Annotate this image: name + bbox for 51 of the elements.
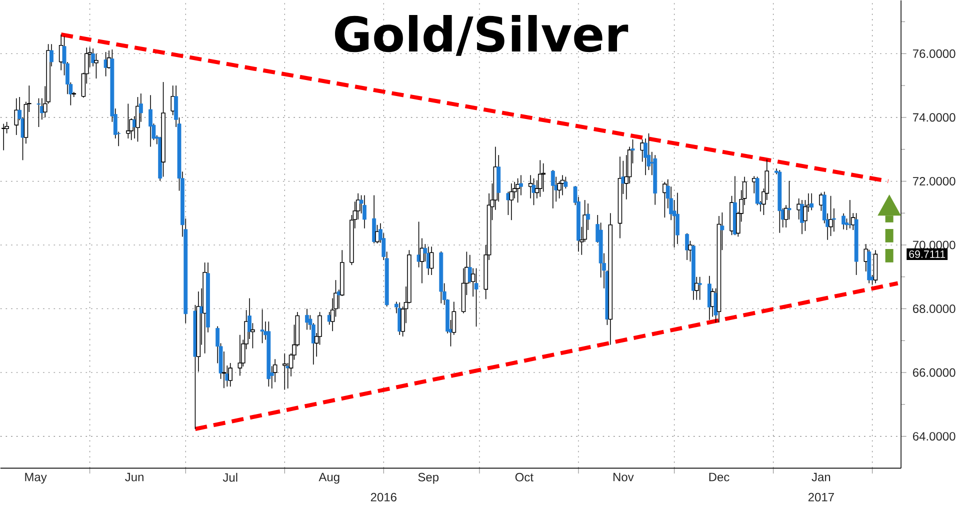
x2-tick-label: 2016: [370, 492, 396, 502]
candlestick: [282, 352, 287, 390]
candlestick: [532, 178, 536, 206]
x-tick-label: Oct: [515, 472, 534, 482]
candlestick: [685, 232, 690, 260]
candlestick: [694, 276, 699, 300]
x-tick-label: Aug: [318, 472, 340, 484]
candlestick: [516, 178, 520, 203]
x-tick-label: Jan: [812, 472, 830, 482]
candlestick: [474, 268, 478, 327]
candlestick: [644, 138, 648, 176]
y-tick-label: 68.0000: [913, 304, 956, 313]
candlestick: [676, 192, 680, 244]
candlestick: [148, 94, 152, 148]
candlestick: [14, 98, 19, 136]
chart-title: Gold/Silver: [335, 14, 628, 56]
candlestick: [810, 192, 814, 211]
candlestick: [372, 194, 376, 244]
y-tick-label: 72.0000: [913, 176, 956, 186]
candlestick: [228, 362, 233, 387]
candlestick: [429, 246, 434, 276]
x-tick-label: May: [25, 472, 47, 484]
candlestick: [538, 160, 542, 198]
candlestick: [126, 103, 130, 139]
candlestick: [509, 182, 514, 220]
candlestick: [787, 180, 792, 220]
x-tick-label: Jul: [222, 472, 238, 482]
y-tick-label: 64.0000: [913, 432, 956, 440]
x-tick-label: Sep: [418, 472, 439, 484]
candlestick: [260, 308, 264, 344]
text: 69.7111: [909, 250, 946, 258]
candlestick: [36, 98, 41, 128]
y-tick-label: 66.0000: [913, 368, 956, 377]
candlestick: [238, 334, 242, 376]
candlestick: [250, 322, 255, 349]
y-tick-label: 74.0000: [913, 113, 956, 122]
candlestick: [828, 195, 833, 236]
candlestick: [222, 350, 226, 388]
candlestick: [698, 276, 702, 300]
candlestick: [416, 221, 421, 268]
candlestick: [104, 52, 108, 77]
x-tick-label: Nov: [613, 472, 634, 482]
candlestick: [136, 96, 140, 142]
candlestick: [305, 308, 309, 330]
x-tick-label: Jun: [125, 472, 144, 482]
candlestick: [550, 170, 555, 209]
x2-tick-label: 2017: [808, 492, 834, 502]
x-tick-label: Dec: [709, 472, 730, 482]
candlestick: [362, 194, 366, 229]
y-tick-label: 76.0000: [913, 49, 956, 58]
candlestick: [842, 212, 846, 230]
